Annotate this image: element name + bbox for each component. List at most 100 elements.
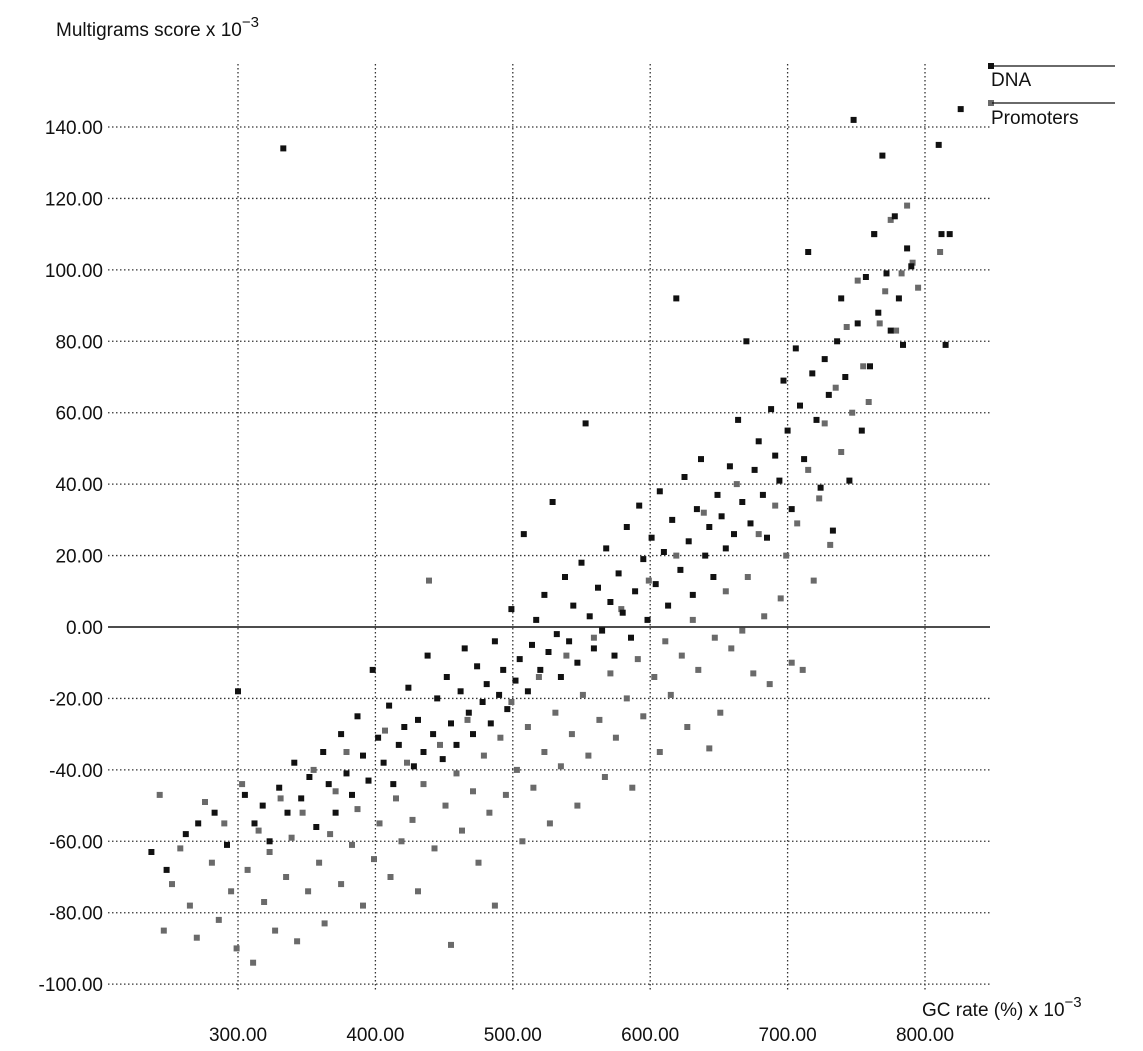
point-dna	[784, 427, 791, 434]
point-dna	[825, 391, 832, 398]
point-promoters	[283, 874, 290, 880]
point-promoters	[393, 795, 399, 802]
point-promoters	[376, 820, 383, 827]
point-dna	[665, 602, 672, 609]
point-dna	[520, 531, 527, 538]
point-promoters	[177, 845, 184, 852]
x-axis-title: GC rate (%) x 10−3	[922, 994, 1082, 1021]
point-dna	[846, 477, 853, 484]
point-promoters	[486, 809, 493, 816]
point-promoters	[579, 691, 586, 698]
point-dna	[619, 609, 626, 616]
point-promoters	[673, 552, 680, 559]
point-promoters	[909, 259, 916, 266]
point-promoters	[799, 666, 806, 673]
point-dna	[644, 616, 651, 623]
point-promoters	[382, 727, 388, 734]
point-promoters	[667, 691, 674, 698]
point-promoters	[876, 320, 883, 327]
legend-marker-dna	[988, 63, 994, 69]
point-dna	[537, 666, 544, 673]
y-tick-label: 40.00	[55, 475, 103, 496]
point-dna	[448, 720, 454, 727]
point-dna	[867, 363, 873, 370]
point-promoters	[437, 741, 443, 748]
point-dna	[904, 245, 911, 252]
point-promoters	[574, 802, 581, 809]
point-dna	[533, 616, 540, 623]
point-promoters	[387, 874, 394, 880]
y-tick-label: -80.00	[49, 904, 103, 925]
point-dna	[731, 531, 737, 538]
point-promoters	[272, 927, 279, 934]
point-dna	[887, 327, 894, 334]
point-promoters	[277, 795, 284, 802]
point-dna	[599, 627, 606, 634]
point-dna	[652, 581, 659, 588]
point-dna	[320, 749, 327, 755]
point-promoters	[552, 709, 559, 716]
point-promoters	[442, 802, 449, 809]
point-dna	[420, 749, 427, 755]
point-dna	[735, 416, 742, 423]
point-dna	[788, 506, 795, 513]
point-promoters	[250, 959, 257, 966]
point-dna	[566, 638, 573, 645]
point-dna	[369, 666, 376, 673]
point-dna	[946, 231, 953, 238]
data-points	[148, 106, 964, 966]
point-dna	[797, 402, 803, 409]
point-promoters	[221, 820, 228, 827]
point-promoters	[860, 363, 867, 370]
point-promoters	[502, 791, 509, 798]
point-dna	[474, 663, 481, 670]
y-tick-label: 100.00	[45, 261, 103, 282]
point-dna	[529, 641, 535, 648]
point-dna	[759, 491, 766, 498]
point-dna	[266, 838, 273, 845]
point-promoters	[893, 327, 900, 334]
point-dna	[298, 795, 305, 802]
point-dna	[838, 295, 845, 302]
point-promoters	[327, 831, 334, 838]
point-dna	[883, 270, 890, 277]
point-promoters	[733, 481, 740, 488]
point-dna	[276, 784, 283, 791]
point-promoters	[208, 859, 215, 866]
point-dna	[673, 295, 680, 302]
point-dna	[900, 341, 906, 348]
point-promoters	[464, 716, 471, 723]
point-promoters	[470, 788, 476, 795]
point-dna	[380, 759, 387, 766]
point-promoters	[695, 666, 702, 673]
point-promoters	[618, 606, 625, 613]
point-promoters	[491, 902, 498, 909]
point-promoters	[700, 509, 707, 516]
point-dna	[443, 674, 450, 680]
point-promoters	[398, 838, 405, 845]
point-dna	[648, 534, 655, 541]
point-dna	[557, 674, 564, 680]
point-dna	[541, 591, 548, 598]
point-dna	[491, 638, 498, 645]
point-promoters	[415, 888, 421, 895]
point-dna	[821, 356, 828, 363]
point-dna	[590, 645, 597, 652]
point-dna	[677, 566, 684, 573]
y-tick-label: 20.00	[55, 547, 103, 568]
point-promoters	[215, 916, 222, 923]
point-promoters	[904, 202, 911, 209]
point-dna	[284, 809, 291, 816]
point-dna	[224, 841, 230, 848]
point-dna	[424, 652, 431, 659]
point-promoters	[865, 399, 872, 405]
point-promoters	[805, 466, 812, 473]
point-promoters	[783, 552, 790, 559]
point-dna	[714, 491, 721, 498]
point-dna	[768, 406, 775, 413]
point-promoters	[338, 881, 345, 888]
point-promoters	[728, 645, 735, 652]
point-dna	[871, 231, 878, 238]
point-dna	[698, 456, 704, 463]
